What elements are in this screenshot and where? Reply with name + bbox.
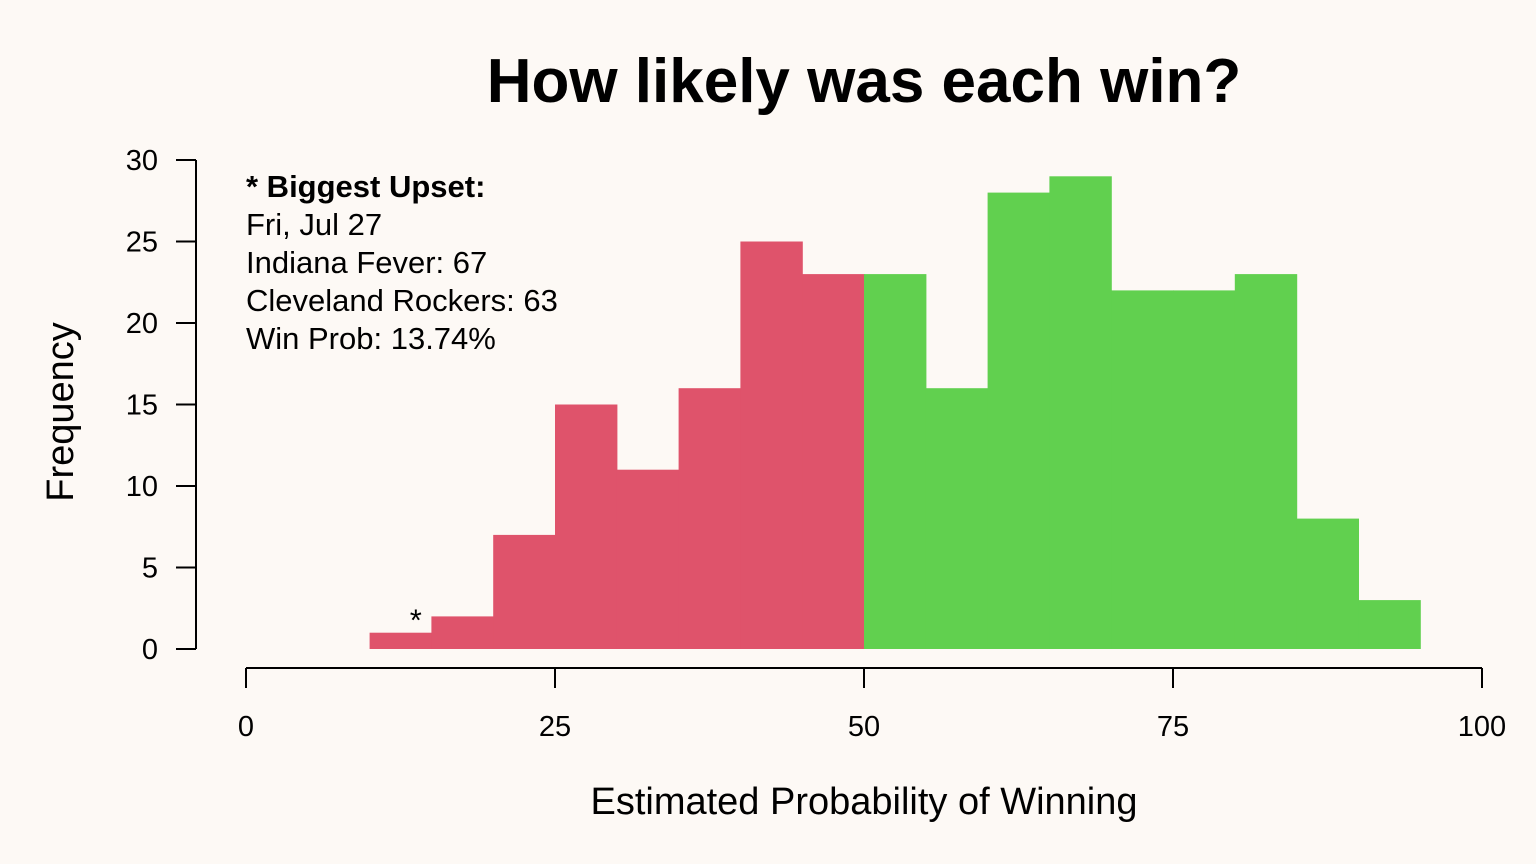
y-tick-label: 20 [126, 308, 158, 340]
histogram-bar [802, 274, 865, 649]
histogram-bar [431, 616, 494, 649]
y-tick-label: 5 [142, 553, 158, 585]
x-axis-title: Estimated Probability of Winning [590, 781, 1137, 823]
histogram-bar [925, 388, 989, 649]
annotation-line-winner: Indiana Fever: 67 [246, 245, 487, 280]
y-tick-label: 25 [126, 227, 158, 259]
annotation-heading: * Biggest Upset: [246, 169, 485, 204]
histogram-bar [1049, 176, 1112, 650]
y-axis: 0 5 10 15 20 25 30 [126, 145, 197, 666]
chart-title: How likely was each win? [487, 47, 1242, 116]
x-tick-label: 75 [1157, 711, 1189, 743]
histogram-bar [740, 241, 803, 649]
annotation-line-loser: Cleveland Rockers: 63 [246, 283, 558, 318]
histogram-bar [369, 632, 432, 649]
histogram-bar [1111, 290, 1174, 649]
y-axis-title: Frequency [40, 322, 82, 502]
y-tick-label: 0 [142, 634, 158, 666]
histogram-bar [1234, 274, 1298, 649]
annotation-line-win-prob: Win Prob: 13.74% [246, 321, 496, 356]
x-tick-label: 50 [848, 711, 880, 743]
histogram-bar [1296, 518, 1359, 649]
histogram-bar [616, 469, 680, 649]
x-tick-label: 0 [238, 711, 254, 743]
histogram-bar [1173, 290, 1236, 649]
y-tick-label: 30 [126, 145, 158, 177]
histogram-bar [987, 192, 1050, 649]
y-tick-label: 10 [126, 471, 158, 503]
histogram-bar [864, 274, 927, 649]
histogram-bar [1358, 600, 1421, 649]
x-tick-label: 100 [1458, 711, 1506, 743]
histogram-bar [493, 534, 556, 649]
x-tick-label: 25 [539, 711, 571, 743]
histogram-bars [369, 176, 1421, 650]
histogram-bar [678, 388, 741, 649]
biggest-upset-marker: * [410, 603, 422, 638]
biggest-upset-annotation: * Biggest Upset: Fri, Jul 27 Indiana Fev… [246, 169, 558, 356]
x-axis: 0 25 50 75 100 [238, 667, 1506, 743]
histogram-bar [555, 404, 618, 649]
y-tick-label: 15 [126, 390, 158, 422]
annotation-line-date: Fri, Jul 27 [246, 207, 382, 242]
